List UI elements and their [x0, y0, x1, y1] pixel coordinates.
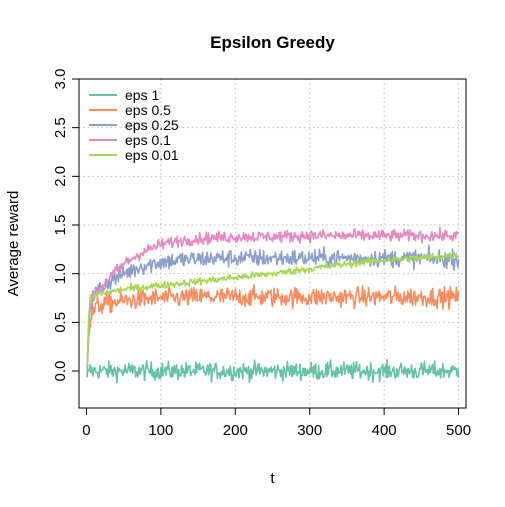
- legend-label: eps 0.01: [125, 147, 179, 163]
- x-tick-label: 500: [446, 422, 471, 439]
- y-tick-label: 1.5: [52, 215, 69, 236]
- axes: 0 100 200 300 400 500 0.0 0.5 1.0 1.5 2.0 2.5 3.0: [52, 69, 471, 439]
- series-line-eps-0-5: [86, 283, 460, 363]
- x-tick-label: 200: [223, 422, 248, 439]
- y-tick-label: 2.5: [52, 117, 69, 138]
- series-line-eps-1: [86, 358, 460, 384]
- legend-label: eps 1: [125, 87, 159, 103]
- chart-title: Epsilon Greedy: [210, 33, 335, 52]
- x-tick-label: 300: [297, 422, 322, 439]
- x-tick-label: 100: [148, 422, 173, 439]
- y-axis-label: Average reward: [5, 191, 22, 297]
- x-tick-label: 0: [82, 422, 90, 439]
- y-tick-label: 3.0: [52, 69, 69, 90]
- legend-label: eps 0.25: [125, 117, 179, 133]
- y-tick-label: 0.0: [52, 361, 69, 382]
- y-tick-label: 1.0: [52, 263, 69, 284]
- series-line-eps-0-01: [86, 251, 460, 367]
- x-tick-label: 400: [372, 422, 397, 439]
- x-axis-label: t: [270, 470, 275, 487]
- series-lines: [86, 226, 460, 384]
- y-tick-label: 2.0: [52, 166, 69, 187]
- series-line-eps-0-1: [86, 226, 460, 366]
- series-line-eps-0-25: [86, 244, 460, 378]
- legend-label: eps 0.1: [125, 132, 171, 148]
- legend-label: eps 0.5: [125, 102, 171, 118]
- y-tick-label: 0.5: [52, 312, 69, 333]
- plot-frame: [78, 78, 467, 409]
